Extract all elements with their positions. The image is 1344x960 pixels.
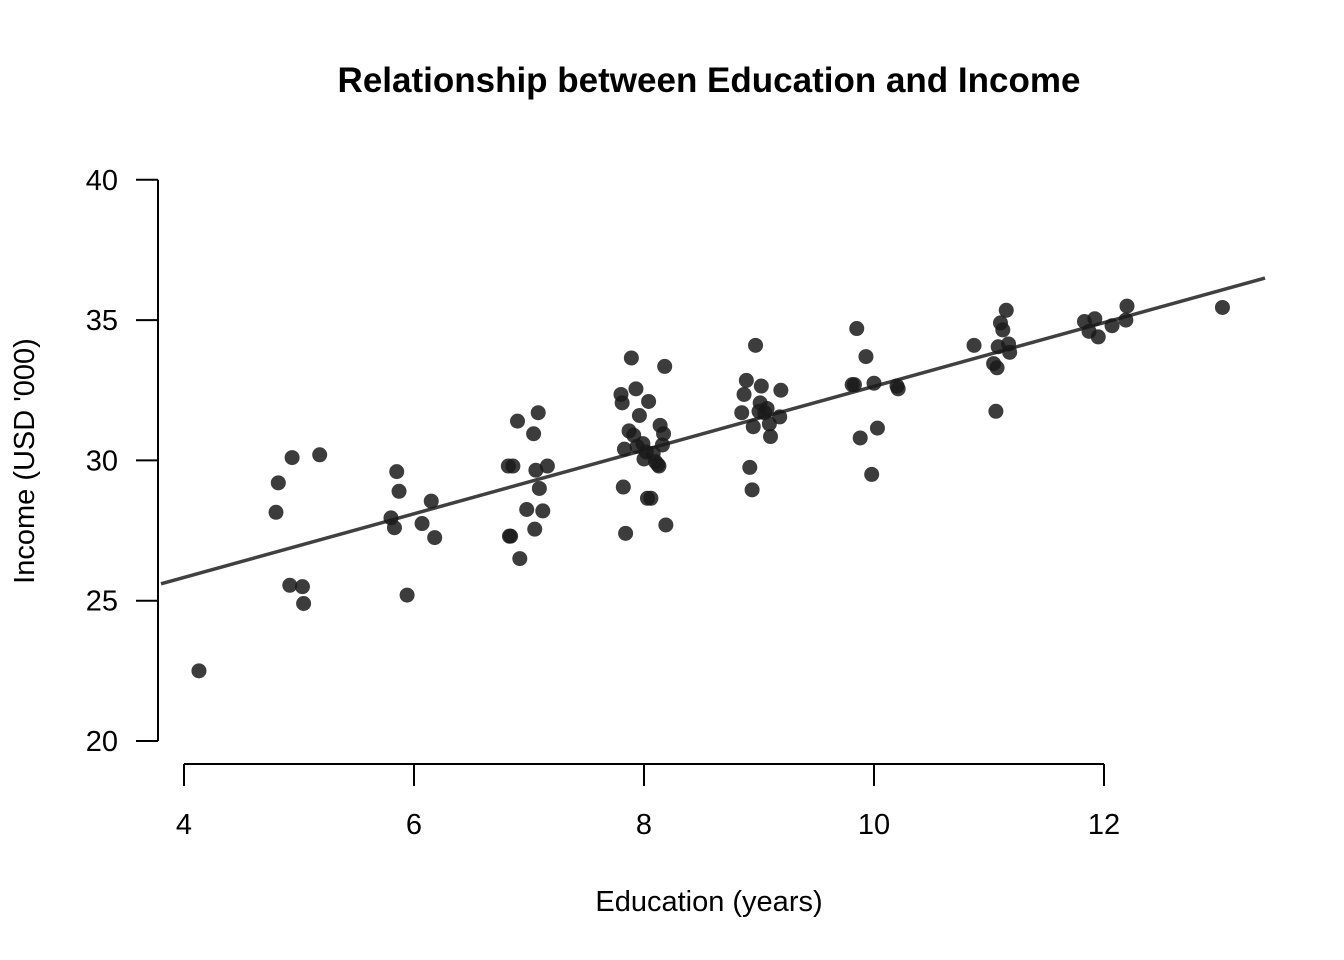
data-point <box>399 587 415 603</box>
y-tick-label-30: 30 <box>86 445 118 477</box>
data-point <box>654 437 670 453</box>
data-point <box>869 420 885 436</box>
y-tick-label-20: 20 <box>86 726 118 758</box>
data-point <box>628 381 644 397</box>
data-point <box>512 551 528 567</box>
data-point <box>989 360 1005 376</box>
data-point <box>651 458 667 474</box>
data-point <box>864 466 880 482</box>
data-point <box>998 302 1014 318</box>
data-point <box>530 405 546 421</box>
data-point <box>528 462 544 478</box>
data-point <box>623 350 639 366</box>
data-point <box>614 395 630 411</box>
data-point <box>296 596 312 612</box>
data-points <box>191 298 1230 679</box>
x-tick-label-10: 10 <box>858 809 890 841</box>
data-point <box>1118 312 1134 328</box>
data-point <box>616 441 632 457</box>
data-point <box>742 459 758 475</box>
data-point <box>738 372 754 388</box>
data-point <box>641 393 657 409</box>
data-point <box>519 502 535 518</box>
data-point <box>745 419 761 435</box>
data-point <box>657 358 673 374</box>
x-tick-label-12: 12 <box>1088 809 1120 841</box>
data-point <box>391 483 407 499</box>
y-axis-label: Income (USD '000) <box>9 338 41 584</box>
x-tick-label-8: 8 <box>636 809 652 841</box>
data-point <box>890 381 906 397</box>
data-point <box>414 516 430 532</box>
data-point <box>539 458 555 474</box>
data-point <box>1090 329 1106 345</box>
data-point <box>284 450 300 466</box>
data-point <box>282 577 298 593</box>
y-axis: 20 25 30 35 40 <box>86 165 159 758</box>
y-tick-label-35: 35 <box>86 305 118 337</box>
data-point <box>1104 318 1120 334</box>
x-axis: 4 6 8 10 12 <box>176 763 1120 841</box>
data-point <box>535 503 551 519</box>
data-point <box>312 447 328 463</box>
data-point <box>1119 298 1135 314</box>
data-point <box>270 475 286 491</box>
data-point <box>772 409 788 425</box>
data-point <box>736 386 752 402</box>
data-point <box>858 349 874 365</box>
data-point <box>1002 344 1018 360</box>
data-point <box>643 490 659 506</box>
data-point <box>526 426 542 442</box>
data-point <box>268 504 284 520</box>
data-point <box>386 520 402 536</box>
data-point <box>423 493 439 509</box>
data-point <box>846 377 862 393</box>
data-point <box>615 479 631 495</box>
x-tick-label-6: 6 <box>406 809 422 841</box>
data-point <box>748 337 764 353</box>
data-point <box>773 382 789 398</box>
y-tick-label-40: 40 <box>86 165 118 197</box>
data-point <box>988 403 1004 419</box>
data-point <box>618 525 634 541</box>
data-point <box>734 405 750 421</box>
data-point <box>656 426 672 442</box>
trend-line <box>160 276 1266 586</box>
data-point <box>531 480 547 496</box>
data-point <box>294 579 310 595</box>
x-axis-label: Education (years) <box>595 886 822 918</box>
data-point <box>510 413 525 429</box>
data-point <box>658 517 674 533</box>
y-tick-label-25: 25 <box>86 586 118 618</box>
data-point <box>389 464 405 480</box>
data-point <box>1087 311 1103 327</box>
data-point <box>995 322 1011 338</box>
data-point <box>852 430 868 446</box>
data-point <box>763 429 778 445</box>
x-tick-label-4: 4 <box>176 809 192 841</box>
chart-title: Relationship between Education and Incom… <box>338 61 1081 100</box>
data-point <box>191 663 207 679</box>
data-point <box>759 400 775 416</box>
data-point <box>744 482 760 498</box>
data-point <box>866 375 882 391</box>
data-point <box>505 458 521 474</box>
data-point <box>966 337 982 353</box>
data-point <box>753 378 769 394</box>
data-point <box>503 528 519 544</box>
data-point <box>631 408 647 424</box>
data-point <box>427 530 443 546</box>
data-point <box>527 521 543 537</box>
data-point <box>849 321 865 337</box>
data-point <box>1214 299 1230 315</box>
